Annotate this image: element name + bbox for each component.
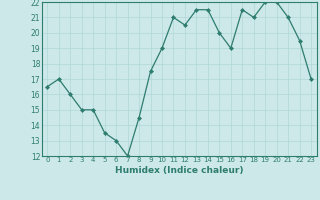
X-axis label: Humidex (Indice chaleur): Humidex (Indice chaleur)	[115, 166, 244, 175]
